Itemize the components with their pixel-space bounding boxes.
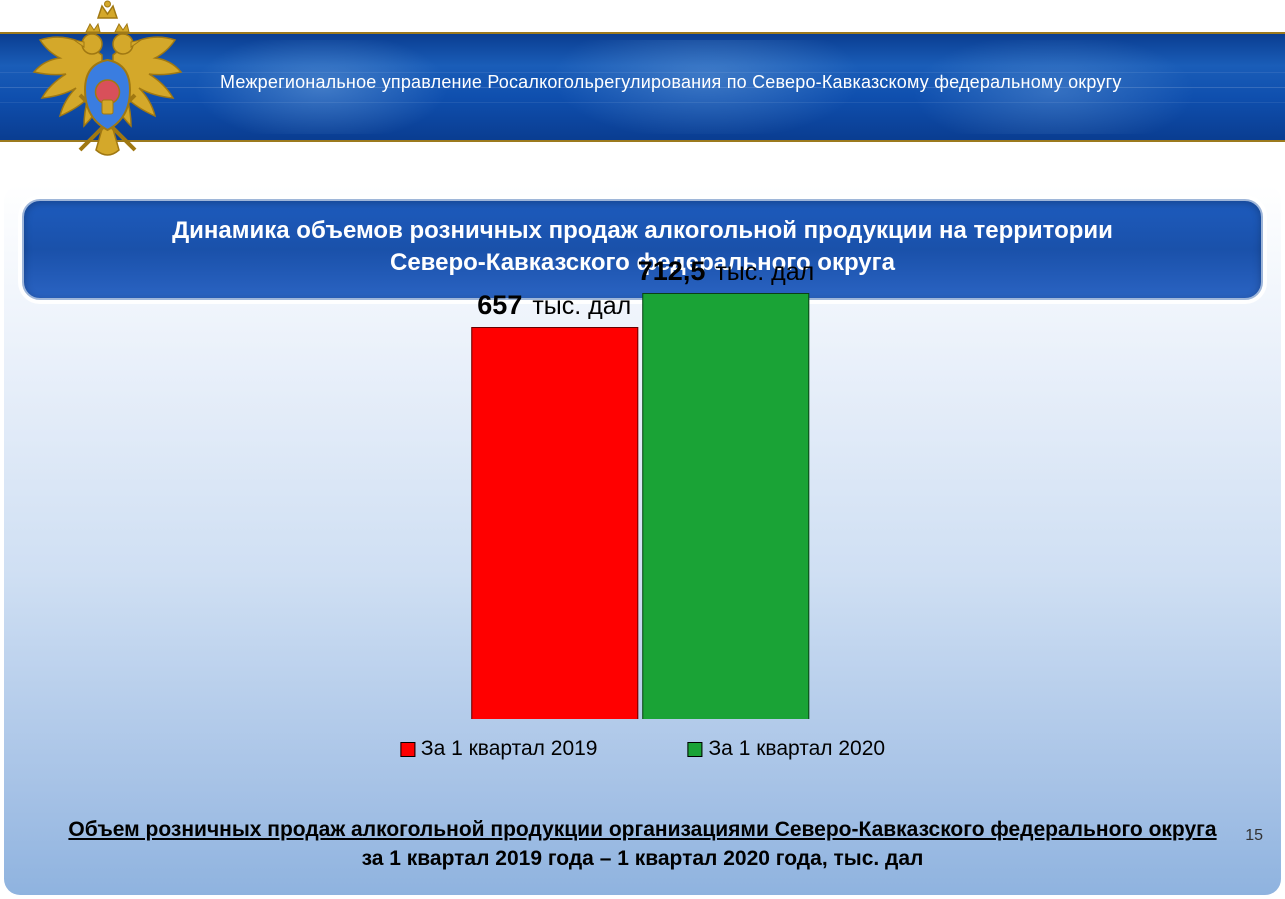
emblem-eagle-icon	[30, 0, 185, 170]
bar-value-label: 712,5тыс. дал	[638, 256, 814, 287]
content-area: Динамика объемов розничных продаж алкого…	[4, 185, 1281, 895]
legend-swatch-icon	[688, 742, 703, 757]
legend-swatch-icon	[400, 742, 415, 757]
legend-item: За 1 квартал 2019	[400, 737, 598, 761]
bar-rect	[643, 293, 810, 719]
caption-line1: Объем розничных продаж алкогольной проду…	[4, 816, 1281, 844]
header-org-text: Межрегиональное управление Росалкогольре…	[220, 72, 1245, 93]
bar-0: 657тыс. дал	[471, 290, 638, 719]
legend-item: За 1 квартал 2020	[688, 737, 886, 761]
legend-label: За 1 квартал 2020	[709, 737, 886, 761]
bar-rect	[471, 327, 638, 719]
bar-value-label: 657тыс. дал	[477, 290, 631, 321]
bar-chart: 657тыс. дал712,5тыс. дал За 1 квартал 20…	[4, 315, 1281, 775]
bar-1: 712,5тыс. дал	[638, 256, 814, 719]
caption-line2: за 1 квартал 2019 года – 1 квартал 2020 …	[4, 845, 1281, 873]
slide-title-line1: Динамика объемов розничных продаж алкого…	[172, 217, 1113, 244]
page-number: 15	[1245, 827, 1263, 845]
chart-caption: Объем розничных продаж алкогольной проду…	[4, 816, 1281, 873]
chart-legend: За 1 квартал 2019 За 1 квартал 2020	[400, 737, 885, 761]
legend-label: За 1 квартал 2019	[421, 737, 598, 761]
header: Межрегиональное управление Росалкогольре…	[0, 0, 1285, 180]
